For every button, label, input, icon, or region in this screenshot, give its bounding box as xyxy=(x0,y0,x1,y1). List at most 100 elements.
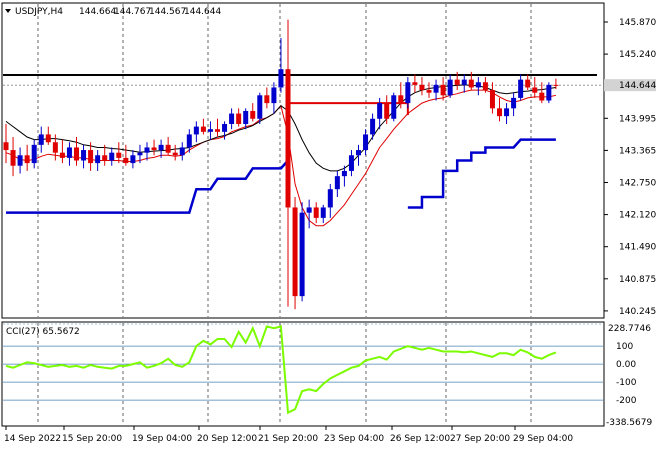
candle-body xyxy=(116,152,122,158)
candle-body xyxy=(10,150,16,166)
price-tick-label: 140.875 xyxy=(619,275,656,285)
candle-body xyxy=(158,144,164,151)
cci-level-label: -200 xyxy=(616,396,637,406)
candle-body xyxy=(236,113,242,124)
price-tick-label: 145.240 xyxy=(619,50,656,60)
cci-level-label: 100 xyxy=(616,342,633,352)
price-tick-label: 141.490 xyxy=(619,243,656,253)
candle-body xyxy=(489,90,495,109)
candle-body xyxy=(532,87,538,93)
candle-body xyxy=(447,79,453,96)
candle-body xyxy=(292,207,298,297)
candle-body xyxy=(482,82,488,91)
candle-body xyxy=(511,97,517,109)
candle-body xyxy=(172,152,178,156)
cci-line xyxy=(5,325,557,415)
candle-body xyxy=(215,129,220,132)
candle-body xyxy=(518,79,524,98)
candle-body xyxy=(207,129,213,132)
candle-body xyxy=(250,110,256,119)
cci-layer xyxy=(3,323,603,415)
candle-body xyxy=(271,87,277,104)
candle-body xyxy=(151,147,157,151)
time-tick-label: 27 Sep 20:00 xyxy=(450,434,510,444)
candle-body xyxy=(31,144,37,164)
cci-top-label: 228.7746 xyxy=(608,324,651,334)
candle-body xyxy=(278,69,284,88)
candle-body xyxy=(384,103,390,119)
price-tick-label: 142.750 xyxy=(619,179,656,189)
candle-body xyxy=(363,134,369,151)
price-tick-label: 143.365 xyxy=(619,146,656,156)
candle-body xyxy=(327,189,333,208)
price-tick-label: 145.870 xyxy=(619,18,656,28)
candle-body xyxy=(66,147,72,158)
ohlc-close: 144.644 xyxy=(184,7,221,17)
candle-body xyxy=(3,142,9,151)
candle-body xyxy=(38,134,44,145)
candle-body xyxy=(433,84,439,93)
candle-body xyxy=(243,110,249,124)
candle-body xyxy=(398,95,404,104)
supertrend-line-2 xyxy=(407,138,556,209)
candle-body xyxy=(193,126,199,135)
time-axis: 14 Sep 2022 15 Sep 20:00 19 Sep 04:00 20 Se… xyxy=(4,426,573,444)
candle-body xyxy=(102,155,108,161)
candle-body xyxy=(461,79,467,85)
candle-body xyxy=(412,82,418,85)
symbol-header: USDJPY,H4 xyxy=(15,7,63,17)
time-tick-label: 15 Sep 20:00 xyxy=(62,434,122,444)
candle-body xyxy=(17,155,23,166)
candle-body xyxy=(257,95,263,119)
candle-body xyxy=(299,212,305,297)
cci-panel-frame xyxy=(1,321,605,427)
candle-body xyxy=(405,82,411,104)
candle-body xyxy=(497,108,502,117)
current-price-box xyxy=(604,79,656,92)
ohlc-high: 144.767 xyxy=(114,7,151,17)
candle-body xyxy=(24,155,30,164)
series-layer xyxy=(3,73,603,227)
ohlc-open: 144.664 xyxy=(79,7,116,17)
candle-body xyxy=(81,150,87,161)
candle-body xyxy=(419,84,425,91)
candle-body xyxy=(59,152,65,158)
candle-body xyxy=(52,142,58,153)
time-tick-label: 23 Sep 04:00 xyxy=(324,434,384,444)
candle-body xyxy=(440,84,446,96)
candle-body xyxy=(165,144,171,153)
candle-body xyxy=(454,79,460,85)
candle-body xyxy=(222,123,228,132)
candle-body xyxy=(285,69,291,208)
candle-body xyxy=(391,95,397,119)
time-tick-label: 20 Sep 12:00 xyxy=(197,434,257,444)
candle-body xyxy=(356,150,361,156)
candle-body xyxy=(553,84,559,86)
price-tick-label: 142.120 xyxy=(619,211,656,221)
cci-bottom-label: -338.5679 xyxy=(606,418,652,428)
candle-body xyxy=(348,155,354,171)
price-tick-label: 140.245 xyxy=(619,307,656,317)
candle-body xyxy=(179,147,185,156)
time-tick-label: 14 Sep 2022 xyxy=(4,434,61,444)
candle-body xyxy=(137,152,143,156)
candle-body xyxy=(539,92,545,101)
price-axis: 145.870145.240144.610143.995143.365142.7… xyxy=(604,18,656,428)
candle-body xyxy=(334,176,340,190)
time-tick-label: 19 Sep 04:00 xyxy=(132,434,192,444)
candle-body xyxy=(341,170,347,177)
ohlc-low: 144.567 xyxy=(149,7,186,17)
dropdown-arrow-icon[interactable] xyxy=(5,9,11,13)
candle-body xyxy=(144,147,150,153)
candle-body xyxy=(546,84,552,101)
candle-body xyxy=(320,207,326,218)
candle-body xyxy=(229,113,235,124)
candle-body xyxy=(468,79,474,88)
candle-body xyxy=(45,134,51,143)
price-tick-label: 143.995 xyxy=(619,114,656,124)
candle-body xyxy=(525,79,531,88)
cci-level-label: -100 xyxy=(616,378,637,388)
candle-body xyxy=(95,155,101,164)
candles xyxy=(3,19,559,310)
time-tick-label: 21 Sep 20:00 xyxy=(258,434,318,444)
